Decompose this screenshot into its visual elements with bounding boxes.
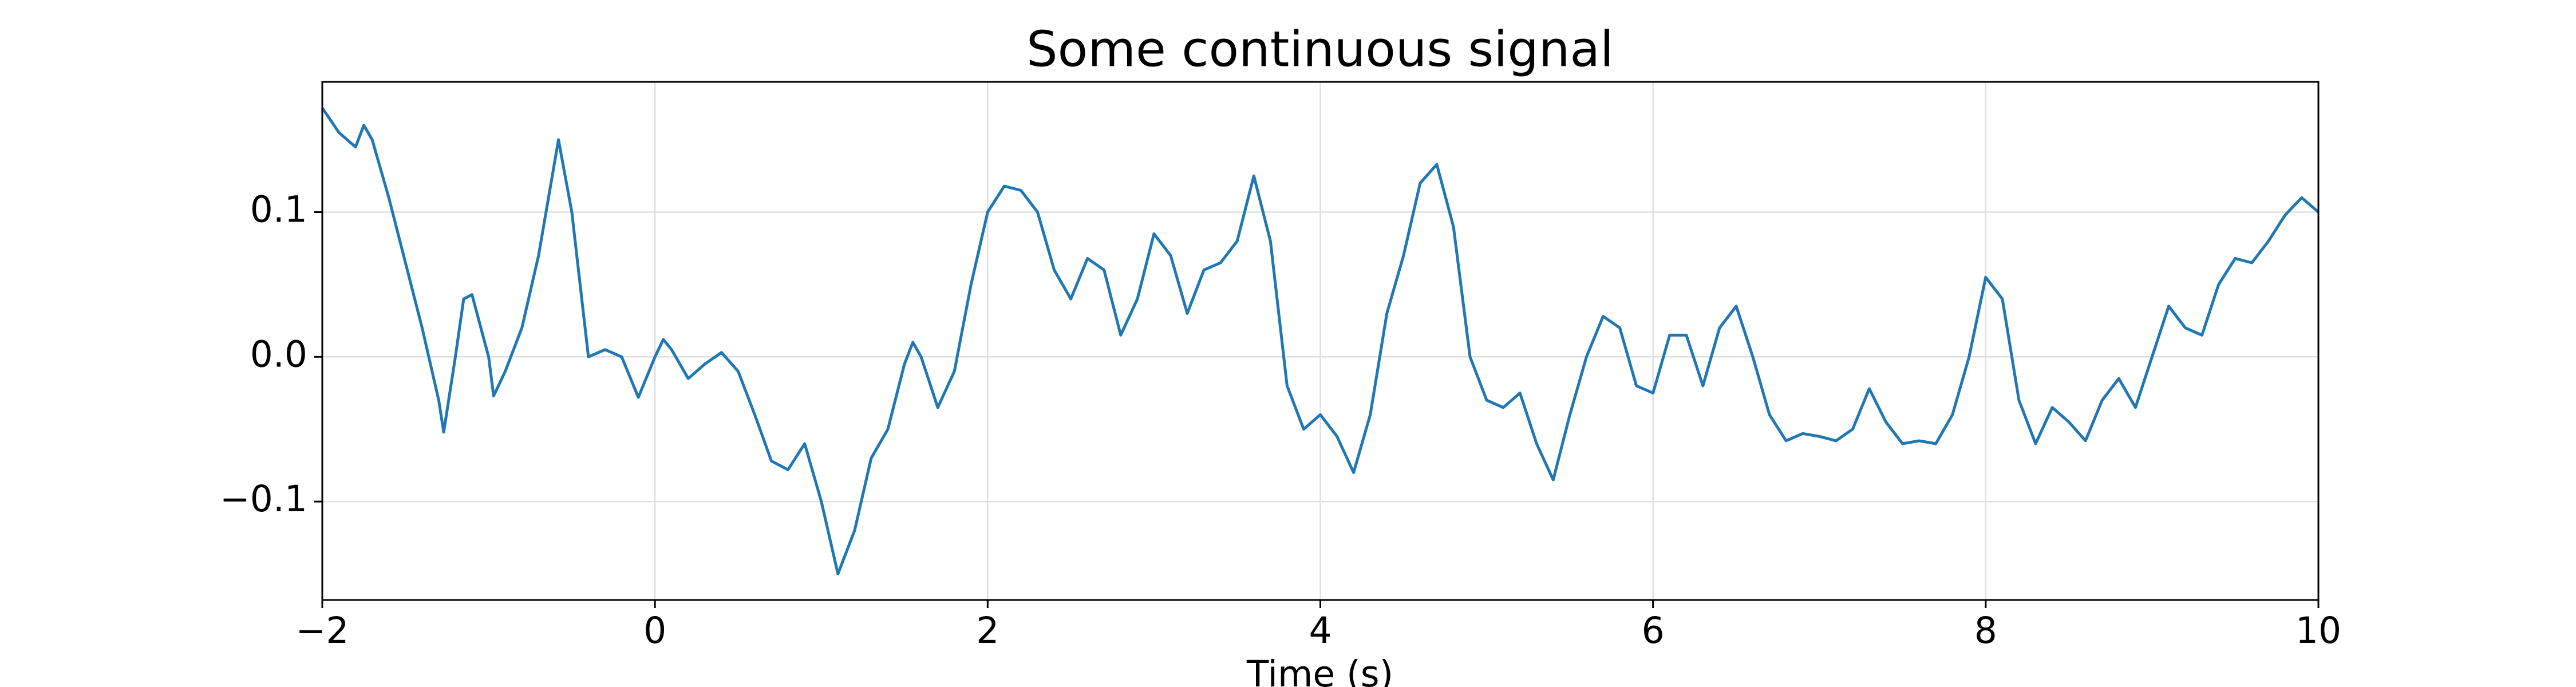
x-tick-label: 8 bbox=[1974, 610, 1997, 652]
signal-line bbox=[321, 107, 2320, 575]
y-tick-label: −0.1 bbox=[220, 478, 307, 520]
x-tick-label: 10 bbox=[2296, 610, 2341, 652]
x-tick-label: −2 bbox=[296, 610, 349, 652]
y-tick-label: 0.0 bbox=[250, 333, 307, 375]
plot-frame bbox=[321, 81, 2320, 601]
chart-title: Some continuous signal bbox=[1026, 21, 1614, 78]
x-tick-label: 6 bbox=[1642, 610, 1665, 652]
x-tick-label: 0 bbox=[643, 610, 666, 652]
x-tick-label: 2 bbox=[976, 610, 999, 652]
x-axis-label: Time (s) bbox=[1246, 653, 1393, 687]
x-tick-label: 4 bbox=[1309, 610, 1332, 652]
y-tick-label: 0.1 bbox=[250, 189, 307, 231]
